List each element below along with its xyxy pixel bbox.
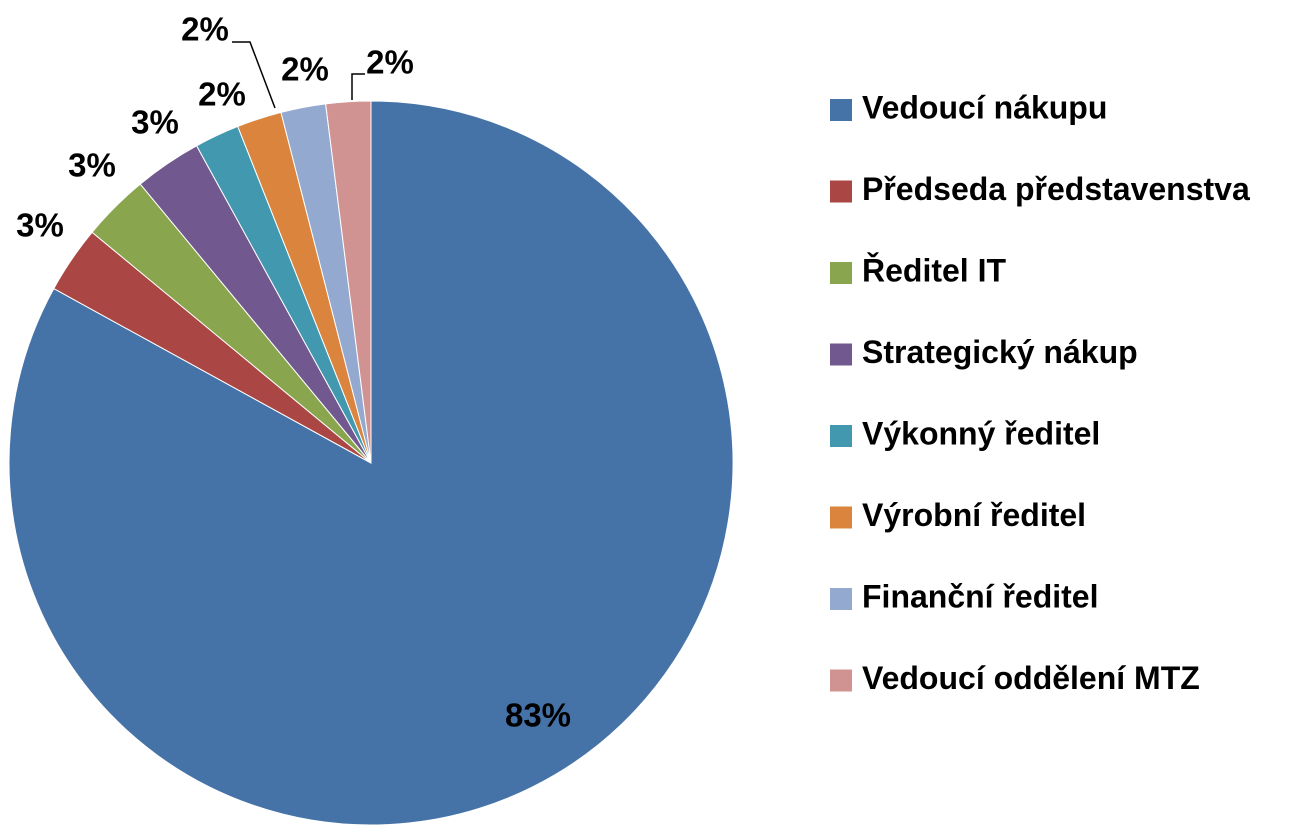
legend-swatch <box>830 262 852 284</box>
legend-swatch <box>830 588 852 610</box>
legend-label: Výrobní ředitel <box>862 497 1086 533</box>
pie-slice <box>325 100 372 464</box>
legend-swatch <box>830 180 852 203</box>
data-label: 2% <box>198 76 246 113</box>
data-label: 3% <box>68 147 116 184</box>
legend-label: Strategický nákup <box>862 334 1138 370</box>
legend-label: Ředitel IT <box>862 252 1006 288</box>
data-label: 83% <box>505 697 571 734</box>
legend-swatch <box>830 99 852 121</box>
legend-label: Výkonný ředitel <box>862 415 1100 451</box>
legend-swatch <box>830 506 852 529</box>
legend-swatch <box>830 669 852 692</box>
legend-label: Předseda představenstva <box>862 171 1250 207</box>
legend-swatch <box>830 343 852 366</box>
legend-label: Finanční ředitel <box>862 578 1098 614</box>
data-label: 3% <box>16 207 64 244</box>
leader-line <box>351 73 365 100</box>
data-label: 2% <box>181 11 229 48</box>
legend-swatch <box>830 425 852 447</box>
data-label: 2% <box>281 51 329 88</box>
data-label: 2% <box>366 44 414 81</box>
legend-label: Vedoucí nákupu <box>862 89 1107 125</box>
data-label: 3% <box>131 104 179 141</box>
legend-label: Vedoucí oddělení MTZ <box>862 660 1200 696</box>
leader-line <box>232 41 276 109</box>
